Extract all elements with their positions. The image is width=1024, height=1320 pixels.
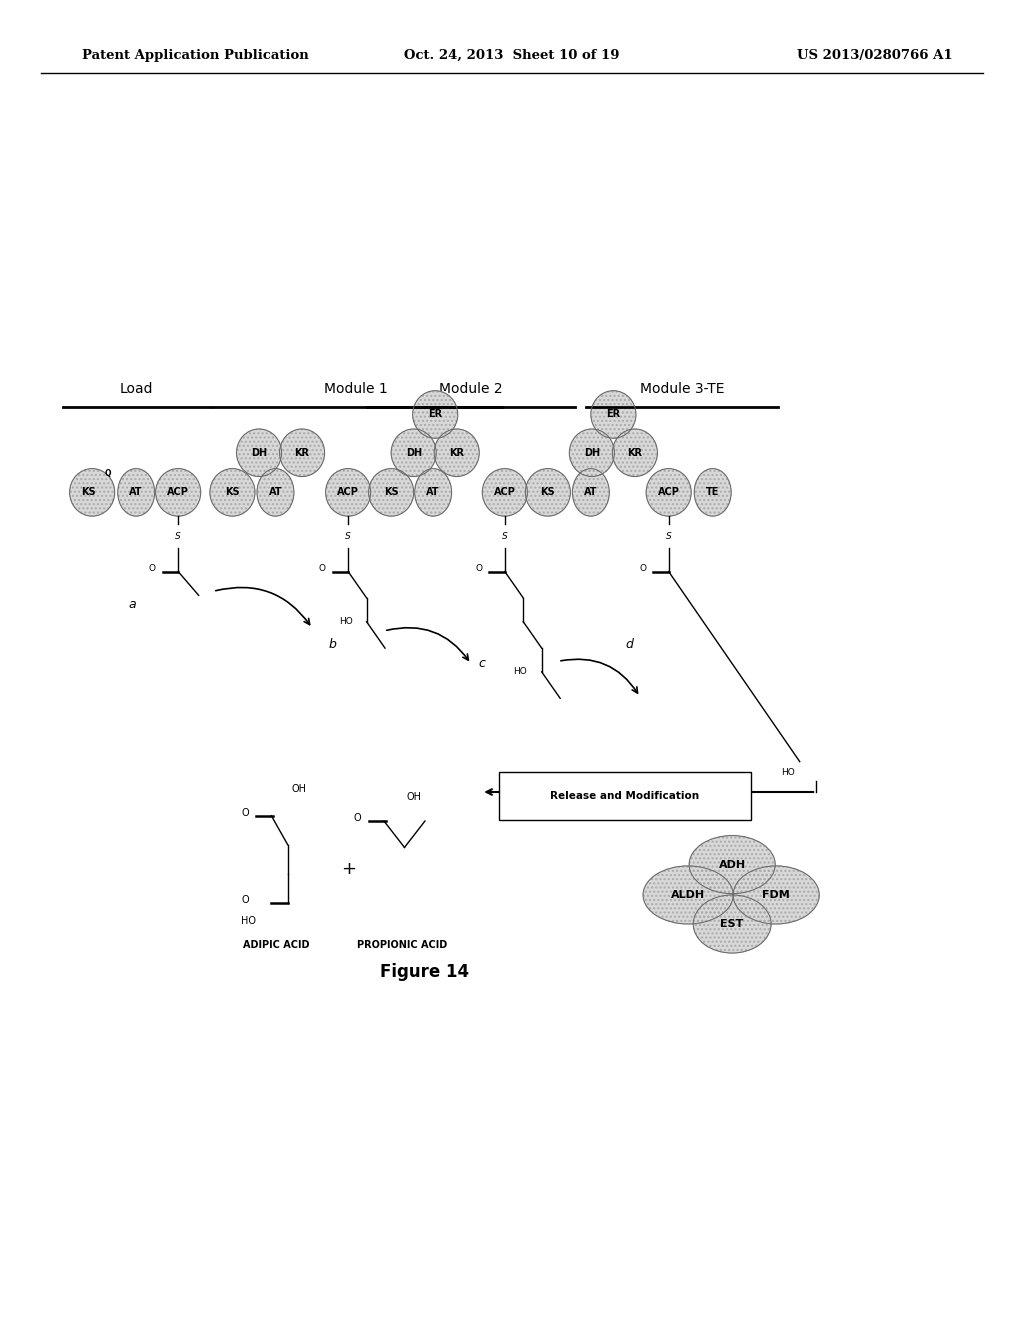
Text: DH: DH xyxy=(584,447,600,458)
Text: ACP: ACP xyxy=(167,487,189,498)
Ellipse shape xyxy=(118,469,155,516)
Ellipse shape xyxy=(237,429,282,477)
Text: Load: Load xyxy=(120,381,153,396)
Text: TE: TE xyxy=(706,487,720,498)
Text: AT: AT xyxy=(268,487,283,498)
Text: ADIPIC ACID: ADIPIC ACID xyxy=(244,940,309,950)
Text: EST: EST xyxy=(721,919,743,929)
Text: DH: DH xyxy=(406,447,422,458)
Ellipse shape xyxy=(70,469,115,516)
Text: S: S xyxy=(666,532,672,541)
Text: Figure 14: Figure 14 xyxy=(380,962,470,981)
Text: a: a xyxy=(128,598,136,611)
Text: ACP: ACP xyxy=(337,487,359,498)
Text: PROPIONIC ACID: PROPIONIC ACID xyxy=(357,940,447,950)
Text: d: d xyxy=(626,638,634,651)
Text: ER: ER xyxy=(606,409,621,420)
Ellipse shape xyxy=(591,391,636,438)
Text: KS: KS xyxy=(541,487,555,498)
Text: KR: KR xyxy=(295,447,309,458)
Text: HO: HO xyxy=(781,768,795,777)
Ellipse shape xyxy=(210,469,255,516)
Text: O: O xyxy=(475,565,482,573)
Text: ALDH: ALDH xyxy=(671,890,706,900)
Text: AT: AT xyxy=(426,487,440,498)
Text: O: O xyxy=(639,565,646,573)
Ellipse shape xyxy=(257,469,294,516)
Ellipse shape xyxy=(569,429,614,477)
Ellipse shape xyxy=(694,469,731,516)
Text: O: O xyxy=(242,808,249,818)
Text: O: O xyxy=(354,813,361,824)
Ellipse shape xyxy=(693,895,771,953)
Text: Q: Q xyxy=(104,469,111,478)
Text: ER: ER xyxy=(428,409,442,420)
Text: AT: AT xyxy=(584,487,598,498)
Text: Patent Application Publication: Patent Application Publication xyxy=(82,49,308,62)
Text: ADH: ADH xyxy=(719,859,745,870)
Text: c: c xyxy=(479,657,485,671)
Text: O: O xyxy=(242,895,249,906)
Ellipse shape xyxy=(612,429,657,477)
Text: KS: KS xyxy=(384,487,398,498)
Ellipse shape xyxy=(415,469,452,516)
Ellipse shape xyxy=(689,836,775,894)
Ellipse shape xyxy=(156,469,201,516)
Text: Module 2: Module 2 xyxy=(439,381,503,396)
Text: HO: HO xyxy=(340,618,353,626)
Ellipse shape xyxy=(733,866,819,924)
Text: US 2013/0280766 A1: US 2013/0280766 A1 xyxy=(797,49,952,62)
Text: Release and Modification: Release and Modification xyxy=(550,791,699,801)
Ellipse shape xyxy=(525,469,570,516)
Ellipse shape xyxy=(572,469,609,516)
Ellipse shape xyxy=(482,469,527,516)
Ellipse shape xyxy=(646,469,691,516)
Text: DH: DH xyxy=(251,447,267,458)
Text: +: + xyxy=(341,859,355,878)
Ellipse shape xyxy=(369,469,414,516)
Text: OH: OH xyxy=(292,784,307,795)
Text: ACP: ACP xyxy=(494,487,516,498)
Text: O: O xyxy=(148,565,156,573)
Text: S: S xyxy=(175,532,181,541)
Text: KS: KS xyxy=(81,487,95,498)
Text: O: O xyxy=(318,565,326,573)
Ellipse shape xyxy=(413,391,458,438)
Text: OH: OH xyxy=(407,792,422,803)
FancyBboxPatch shape xyxy=(499,772,751,820)
Ellipse shape xyxy=(391,429,436,477)
Text: KR: KR xyxy=(450,447,464,458)
Text: S: S xyxy=(502,532,508,541)
Text: KR: KR xyxy=(628,447,642,458)
Text: Module 3-TE: Module 3-TE xyxy=(640,381,724,396)
Text: AT: AT xyxy=(129,487,143,498)
Ellipse shape xyxy=(434,429,479,477)
Ellipse shape xyxy=(643,866,733,924)
Text: ACP: ACP xyxy=(657,487,680,498)
Ellipse shape xyxy=(326,469,371,516)
Text: S: S xyxy=(345,532,351,541)
Text: HO: HO xyxy=(241,916,256,927)
Text: b: b xyxy=(329,638,337,651)
Text: KS: KS xyxy=(225,487,240,498)
Text: Oct. 24, 2013  Sheet 10 of 19: Oct. 24, 2013 Sheet 10 of 19 xyxy=(404,49,620,62)
Ellipse shape xyxy=(280,429,325,477)
Text: HO: HO xyxy=(514,668,527,676)
Text: Module 1: Module 1 xyxy=(325,381,388,396)
Text: FDM: FDM xyxy=(762,890,791,900)
